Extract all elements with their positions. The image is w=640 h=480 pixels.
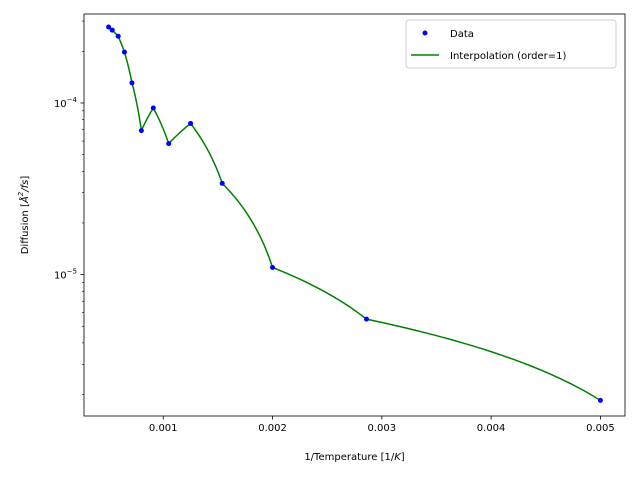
data-point — [109, 27, 115, 33]
x-tick-label: 0.001 — [149, 423, 178, 434]
data-point — [150, 105, 156, 111]
data-point — [121, 49, 127, 55]
legend-data-marker — [422, 30, 428, 36]
data-point — [129, 80, 135, 86]
y-axis-label: Diffusion [Å2/fs] — [17, 176, 31, 255]
data-points-series — [106, 24, 603, 403]
legend-box — [405, 19, 617, 69]
y-axis: 10−5 10−4 — [54, 20, 84, 395]
x-axis-label: 1/Temperature [1/K] — [304, 452, 404, 463]
data-point — [270, 265, 276, 270]
x-axis: 0.001 0.002 0.003 0.004 0.005 — [149, 416, 615, 434]
legend-interpolation-label: Interpolation (order=1) — [450, 51, 566, 62]
y-tick-label: 10−4 — [54, 96, 78, 110]
data-point — [597, 397, 603, 403]
legend: Data Interpolation (order=1) — [405, 19, 617, 69]
data-point — [115, 33, 121, 39]
data-point — [166, 141, 172, 147]
data-point — [138, 128, 144, 134]
data-point — [188, 120, 194, 126]
x-tick-label: 0.003 — [368, 423, 397, 434]
x-tick-label: 0.005 — [586, 423, 615, 434]
plot-area — [84, 14, 625, 416]
plot-frame — [83, 13, 626, 417]
x-tick-label: 0.002 — [258, 423, 287, 434]
legend-data-label: Data — [450, 29, 474, 40]
data-point — [364, 316, 370, 322]
data-point — [219, 180, 225, 186]
data-point — [106, 24, 112, 30]
y-tick-label: 10−5 — [54, 268, 77, 282]
x-tick-label: 0.004 — [477, 423, 506, 434]
